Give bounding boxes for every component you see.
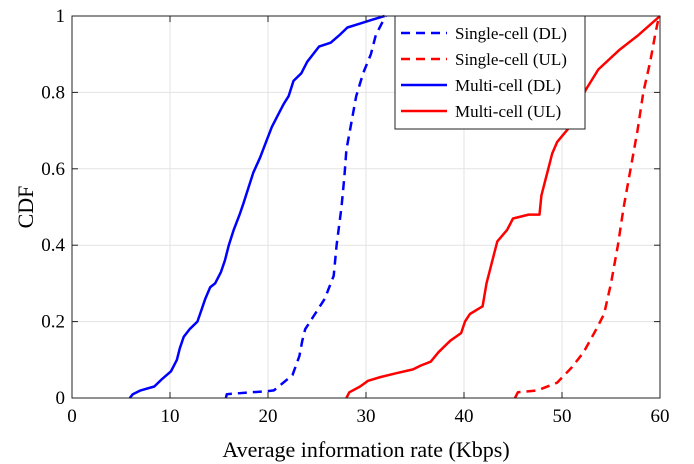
x-tick-label: 60 (651, 406, 670, 427)
y-tick-label: 1 (56, 6, 66, 27)
x-tick-labels: 0 10 20 30 40 50 60 (67, 406, 669, 427)
y-tick-label: 0 (56, 388, 66, 409)
legend-label-3: Multi-cell (UL) (455, 102, 561, 121)
x-tick-label: 10 (161, 406, 180, 427)
x-tick-label: 40 (455, 406, 474, 427)
x-tick-label: 30 (357, 406, 376, 427)
series-line-1 (513, 15, 661, 399)
x-axis-label: Average information rate (Kbps) (222, 437, 509, 462)
legend-label-2: Multi-cell (DL) (455, 76, 561, 95)
y-tick-label: 0.8 (41, 82, 65, 103)
y-tick-label: 0.4 (41, 235, 65, 256)
y-axis-label: CDF (13, 186, 38, 229)
x-tick-label: 20 (259, 406, 278, 427)
y-tick-labels: 0 0.2 0.4 0.6 0.8 1 (41, 6, 65, 409)
legend-label-1: Single-cell (UL) (455, 50, 567, 69)
y-tick-label: 0.6 (41, 159, 65, 180)
series-line-2 (128, 14, 385, 399)
legend: Single-cell (DL) Single-cell (UL) Multi-ce… (394, 15, 586, 130)
x-tick-label: 50 (553, 406, 572, 427)
legend-label-0: Single-cell (DL) (455, 24, 567, 43)
x-tick-label: 0 (67, 406, 77, 427)
series-line-0 (224, 15, 387, 399)
y-tick-label: 0.2 (41, 312, 65, 333)
